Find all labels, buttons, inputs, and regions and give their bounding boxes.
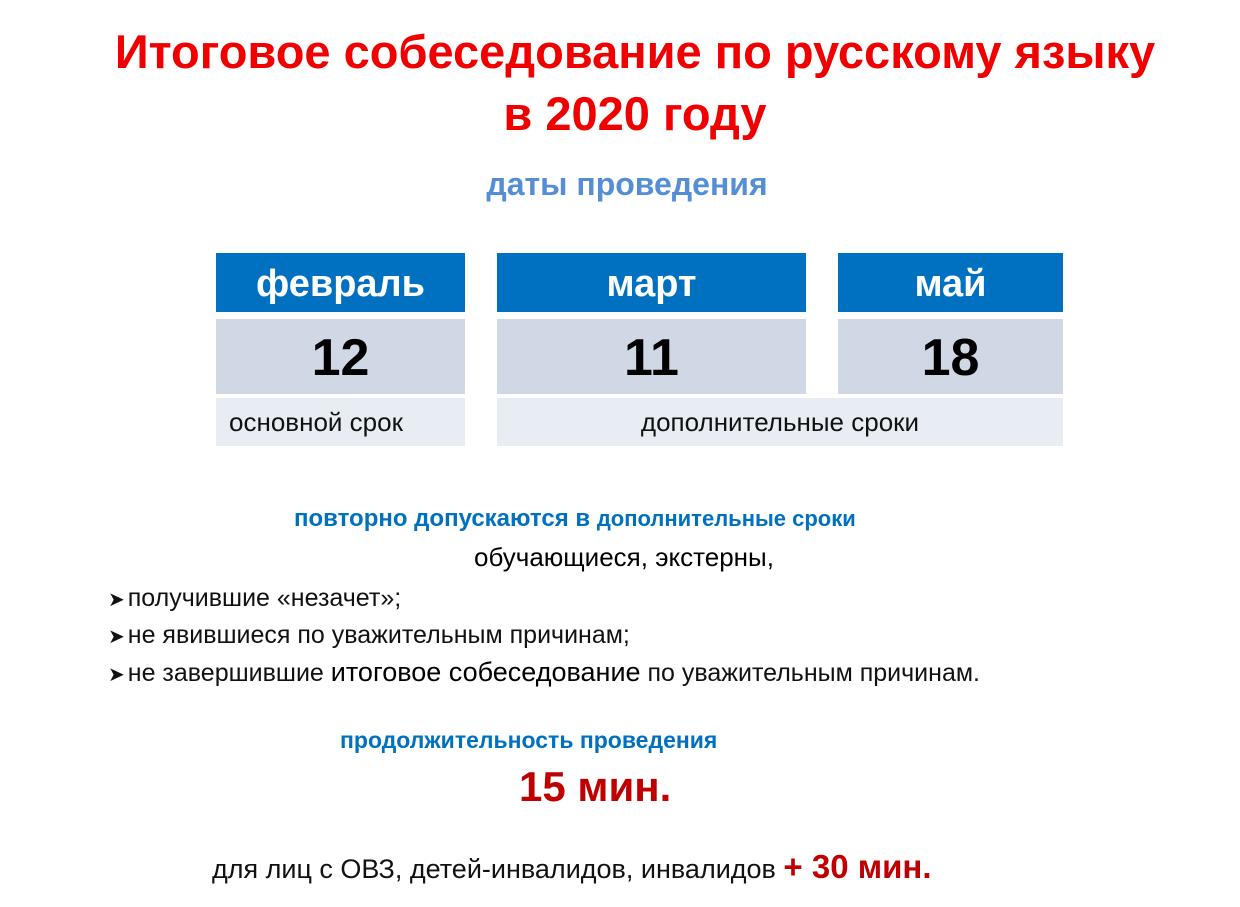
month-february: февраль	[216, 253, 465, 312]
duration-extra: для лиц с ОВЗ, детей-инвалидов, инвалидо…	[212, 848, 932, 886]
list-item-text: не завершившие	[127, 659, 331, 687]
list-item: ➤ не завершившие итоговое собеседование п…	[108, 657, 980, 688]
arrow-bullet-icon: ➤	[108, 664, 125, 686]
readmission-heading: повторно допускаются в дополнительные ср…	[294, 505, 856, 533]
list-item: ➤ не явившиеся по уважительным причинам;	[108, 621, 630, 650]
additional-term-label: дополнительные сроки	[497, 398, 1063, 446]
duration-value: 15 мин.	[519, 763, 672, 810]
main-term-label: основной срок	[216, 398, 465, 446]
arrow-bullet-icon: ➤	[108, 589, 125, 611]
list-item: ➤ получившие «незачет»;	[108, 584, 401, 613]
readmission-who: обучающиеся, экстерны,	[474, 542, 774, 572]
day-may: 18	[838, 319, 1063, 394]
day-march: 11	[497, 319, 806, 394]
duration-label: продолжительность проведения	[340, 727, 718, 753]
day-february: 12	[216, 319, 465, 394]
month-march: март	[497, 253, 806, 312]
list-item-emphasis: итоговое собеседование	[330, 657, 641, 687]
readmission-lead-tail: дополнительные сроки	[596, 506, 856, 531]
month-may: май	[838, 253, 1063, 312]
list-item-text: получившие «незачет»;	[127, 584, 402, 612]
title-line-2: в 2020 году	[503, 87, 767, 140]
list-item-text: по уважительным причинам.	[640, 659, 980, 687]
title-line-1: Итоговое собеседование по русскому языку	[114, 25, 1156, 78]
readmission-lead: повторно допускаются в	[294, 505, 591, 532]
list-item-text: не явившиеся по уважительным причинам;	[127, 621, 630, 649]
arrow-bullet-icon: ➤	[108, 626, 125, 648]
subtitle: даты проведения	[486, 166, 768, 202]
duration-extra-text: для лиц с ОВЗ, детей-инвалидов, инвалидо…	[212, 854, 776, 884]
duration-extra-value: + 30 мин.	[783, 848, 932, 885]
